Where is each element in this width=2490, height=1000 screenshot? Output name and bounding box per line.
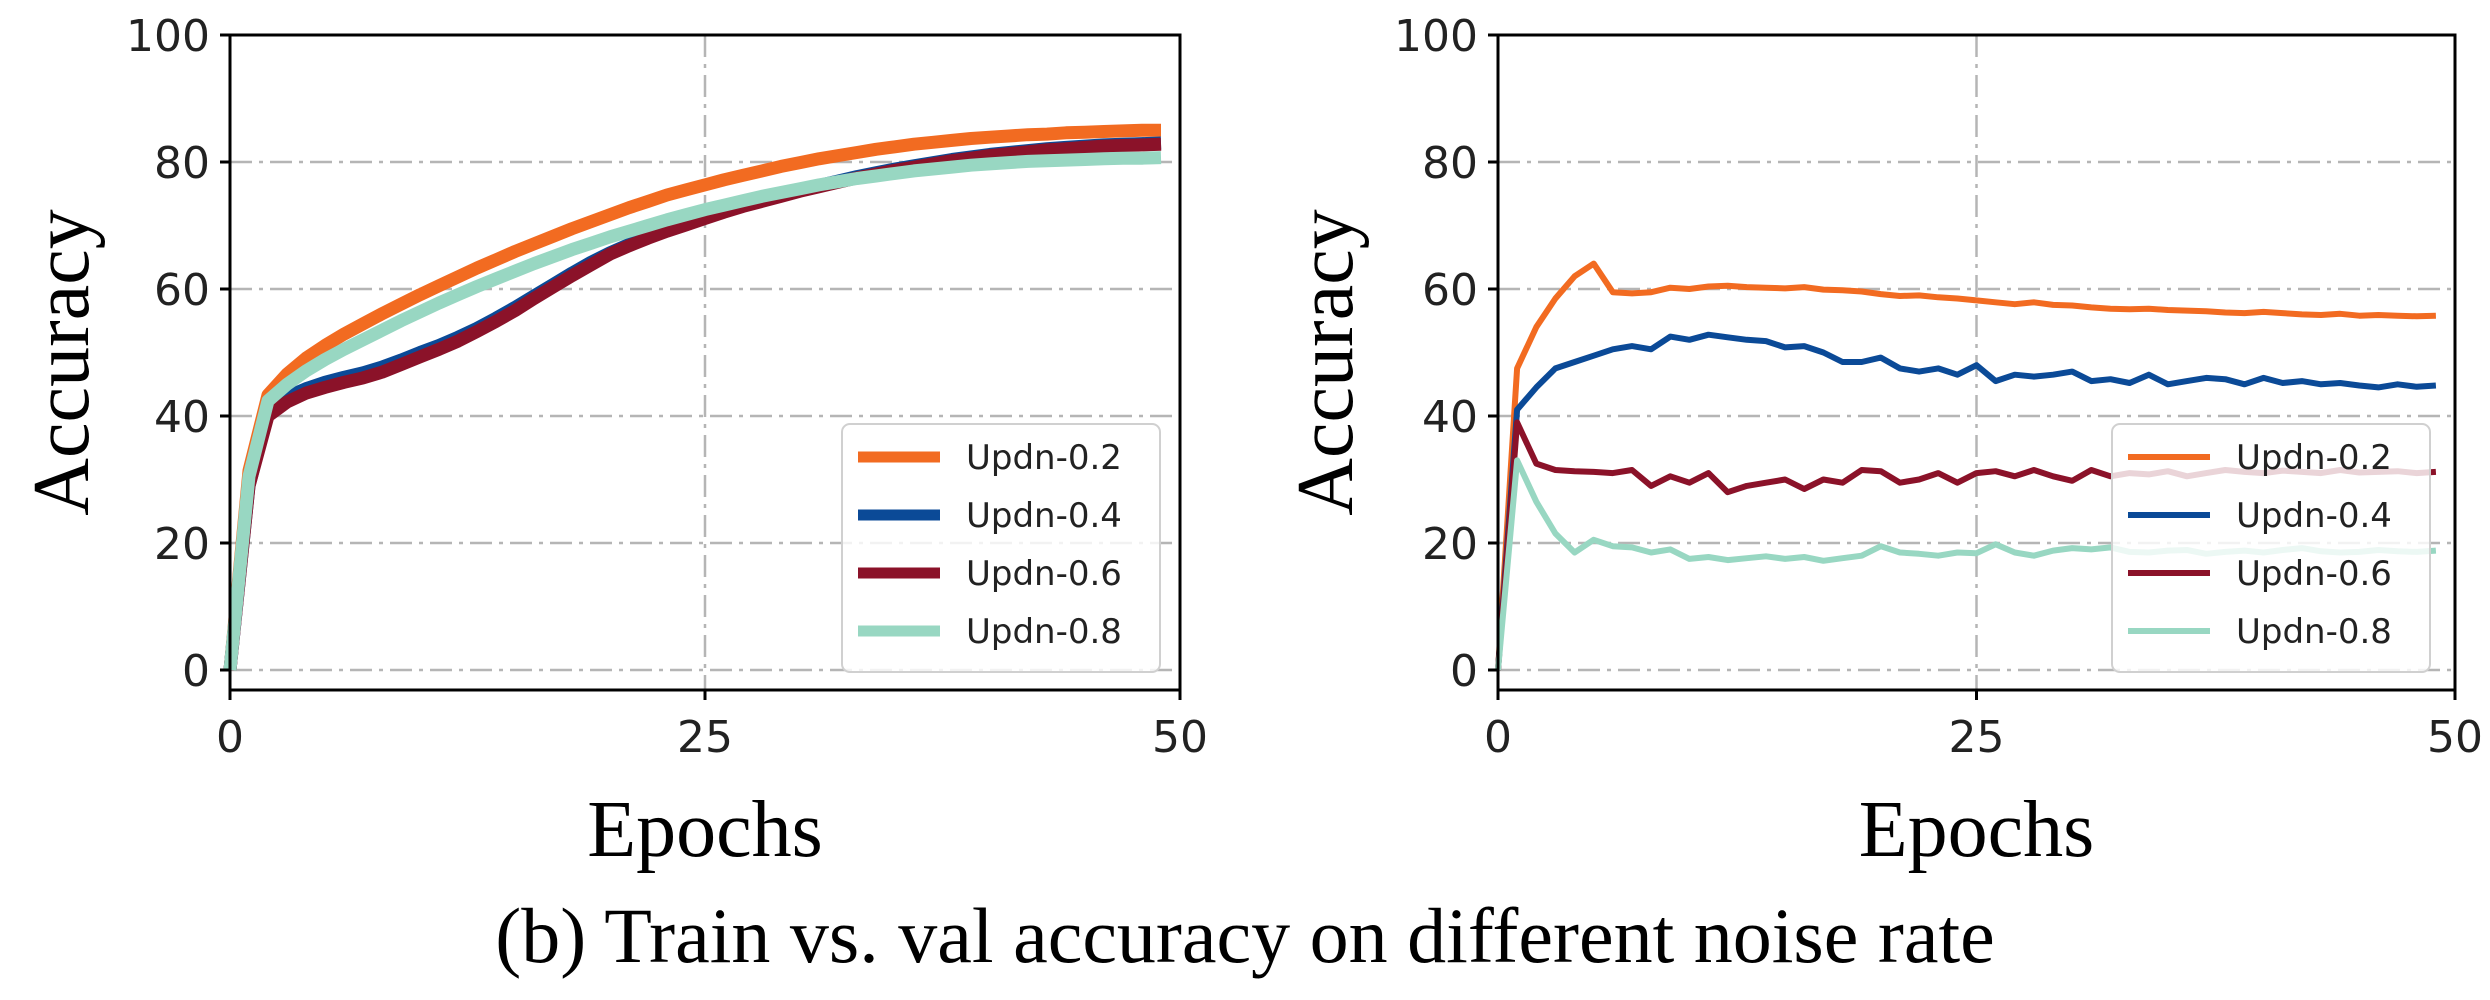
y-tick-label: 40 — [154, 392, 210, 443]
y-tick-label: 100 — [1394, 11, 1478, 62]
x-tick-label: 50 — [2427, 712, 2483, 763]
legend-label-Updn-0.2: Updn-0.2 — [2236, 438, 2392, 478]
y-tick-label: 100 — [126, 11, 210, 62]
x-tick-label: 25 — [677, 712, 733, 763]
y-tick-label: 40 — [1422, 392, 1478, 443]
legend-label-Updn-0.6: Updn-0.6 — [2236, 554, 2392, 594]
y-tick-label: 20 — [154, 519, 210, 570]
y-tick-label: 80 — [1422, 138, 1478, 189]
y-tick-label: 80 — [154, 138, 210, 189]
legend-box — [2111, 423, 2431, 673]
legend: Updn-0.2 Updn-0.4 Updn-0.6 Updn-0.8 — [2111, 423, 2431, 673]
y-tick-label: 60 — [1422, 265, 1478, 316]
x-axis-title: Epochs — [587, 786, 823, 874]
y-tick-label: 0 — [182, 646, 210, 697]
legend: Updn-0.2 Updn-0.4 Updn-0.6 Updn-0.8 — [841, 423, 1161, 673]
x-tick-label: 0 — [1484, 712, 1512, 763]
figure-caption: (b) Train vs. val accuracy on different … — [495, 892, 1995, 979]
legend-box — [841, 423, 1161, 673]
series-line-Updn-0.6 — [223, 137, 1162, 671]
legend-label-Updn-0.2: Updn-0.2 — [966, 438, 1122, 478]
series-line-Updn-0.2 — [1495, 260, 2436, 671]
y-tick-label: 20 — [1422, 519, 1478, 570]
series-line-Updn-0.8 — [223, 151, 1162, 671]
x-tick-label: 25 — [1949, 712, 2005, 763]
x-axis-title: Epochs — [1859, 786, 2095, 874]
y-axis-title: Accuracy — [1282, 209, 1370, 515]
legend-label-Updn-0.8: Updn-0.8 — [966, 612, 1122, 652]
y-tick-label: 0 — [1450, 646, 1478, 697]
legend-label-Updn-0.4: Updn-0.4 — [966, 496, 1122, 536]
y-axis-title: Accuracy — [18, 209, 106, 515]
x-tick-label: 0 — [216, 712, 244, 763]
x-tick-label: 50 — [1152, 712, 1208, 763]
y-tick-label: 60 — [154, 265, 210, 316]
legend-label-Updn-0.4: Updn-0.4 — [2236, 496, 2392, 536]
series-line-Updn-0.4 — [1495, 331, 2437, 671]
legend-label-Updn-0.6: Updn-0.6 — [966, 554, 1122, 594]
legend-label-Updn-0.8: Updn-0.8 — [2236, 612, 2392, 652]
series-line-Updn-0.2 — [223, 123, 1161, 671]
